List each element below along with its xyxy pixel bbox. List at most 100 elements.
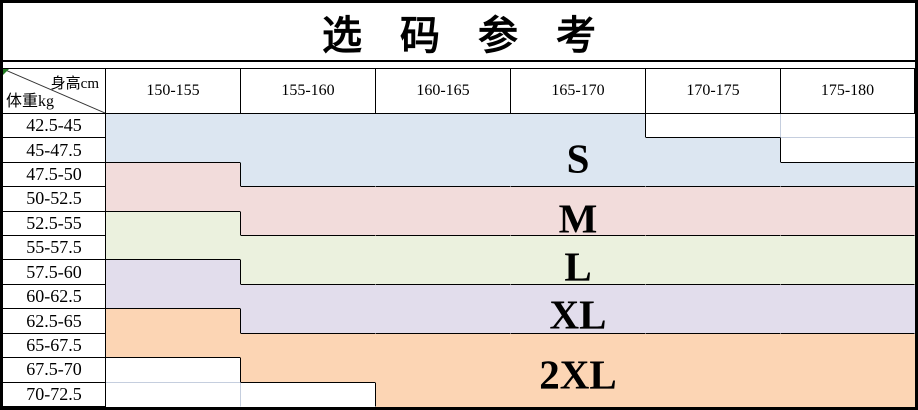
size-cell-m (376, 187, 511, 212)
size-cell-l (241, 260, 376, 285)
size-cell-m (646, 187, 781, 212)
size-cell-2xl (781, 358, 915, 383)
size-cell-xl (781, 284, 915, 310)
size-cell-m (781, 211, 915, 237)
size-cell-s (781, 162, 915, 188)
size-cell-s (646, 162, 781, 188)
height-column-header: 175-180 (781, 69, 915, 114)
size-band-label-s: S (566, 135, 590, 182)
size-cell-2xl (646, 333, 781, 359)
size-cell-s (106, 114, 241, 139)
weight-row-label: 55-57.5 (3, 236, 106, 261)
size-cell-empty (106, 382, 241, 407)
size-cell-empty (781, 138, 915, 163)
size-cell-l (376, 260, 511, 285)
height-column-header: 160-165 (376, 69, 511, 114)
size-cell-m (106, 162, 241, 188)
size-cell-s (511, 138, 646, 163)
size-cell-s (511, 114, 646, 139)
size-cell-l (106, 236, 241, 261)
height-column-header: 165-170 (511, 69, 646, 114)
weight-row-label: 70-72.5 (3, 382, 106, 407)
size-cell-2xl (241, 358, 376, 383)
size-cell-xl (241, 284, 376, 310)
size-cell-l (511, 260, 646, 285)
size-cell-s (241, 138, 376, 163)
size-cell-m (106, 187, 241, 212)
size-cell-2xl (376, 358, 511, 383)
weight-row-label: 62.5-65 (3, 309, 106, 334)
cell-error-marker-icon (3, 69, 9, 75)
weight-row-label: 67.5-70 (3, 358, 106, 383)
weight-axis-label: 体重kg (6, 93, 55, 110)
size-cell-2xl (106, 309, 241, 334)
weight-row-label: 52.5-55 (3, 211, 106, 237)
size-cell-2xl (241, 333, 376, 359)
size-cell-xl (376, 309, 511, 334)
size-table: 身高cm 体重kg 150-155 155-160 160-165 165-170 17… (3, 68, 915, 407)
size-cell-m (646, 211, 781, 237)
size-cell-empty (646, 114, 781, 139)
weight-row-label: 47.5-50 (3, 162, 106, 188)
size-cell-l (781, 260, 915, 285)
size-cell-2xl (646, 382, 781, 407)
size-cell-l (106, 211, 241, 237)
chart-title: 选 码 参 考 (3, 3, 915, 62)
height-axis-label: 身高cm (50, 76, 99, 92)
size-cell-s (376, 162, 511, 188)
size-cell-l (511, 236, 646, 261)
size-cell-xl (106, 260, 241, 285)
size-cell-l (376, 236, 511, 261)
size-cell-m (511, 211, 646, 237)
diagonal-divider-line (3, 69, 105, 113)
size-cell-s (241, 162, 376, 188)
size-band-label-m: M (558, 195, 598, 242)
height-column-header: 155-160 (241, 69, 376, 114)
size-cell-s (511, 162, 646, 188)
size-cell-m (241, 211, 376, 237)
size-cell-2xl (376, 333, 511, 359)
size-cell-s (241, 114, 376, 139)
size-cell-2xl (781, 333, 915, 359)
weight-row-label: 45-47.5 (3, 138, 106, 163)
size-cell-m (241, 187, 376, 212)
size-cell-m (781, 187, 915, 212)
size-cell-l (241, 236, 376, 261)
size-cell-xl (646, 309, 781, 334)
size-cell-empty (781, 114, 915, 139)
size-band-label-xl: XL (549, 291, 607, 338)
size-cell-xl (241, 309, 376, 334)
size-cell-l (646, 260, 781, 285)
size-cell-s (646, 138, 781, 163)
size-cell-xl (646, 284, 781, 310)
size-cell-m (511, 187, 646, 212)
weight-row-label: 65-67.5 (3, 333, 106, 359)
size-cell-s (376, 138, 511, 163)
size-cell-xl (781, 309, 915, 334)
weight-row-label: 60-62.5 (3, 284, 106, 310)
weight-row-label: 57.5-60 (3, 260, 106, 285)
size-cell-2xl (646, 358, 781, 383)
size-cell-2xl (106, 333, 241, 359)
size-cell-m (376, 211, 511, 237)
size-cell-l (646, 236, 781, 261)
size-cell-empty (106, 358, 241, 383)
size-cell-s (376, 114, 511, 139)
corner-header-cell: 身高cm 体重kg (3, 69, 106, 114)
size-cell-l (781, 236, 915, 261)
size-cell-xl (106, 284, 241, 310)
size-band-label-2xl: 2XL (539, 351, 617, 398)
weight-row-label: 42.5-45 (3, 114, 106, 139)
size-cell-2xl (376, 382, 511, 407)
size-cell-2xl (511, 358, 646, 383)
height-column-header: 150-155 (106, 69, 241, 114)
size-band-label-l: L (564, 243, 592, 290)
size-cell-xl (511, 309, 646, 334)
size-cell-2xl (511, 333, 646, 359)
size-cell-xl (511, 284, 646, 310)
size-cell-s (106, 138, 241, 163)
size-cell-empty (241, 382, 376, 407)
weight-row-label: 50-52.5 (3, 187, 106, 212)
size-cell-xl (376, 284, 511, 310)
